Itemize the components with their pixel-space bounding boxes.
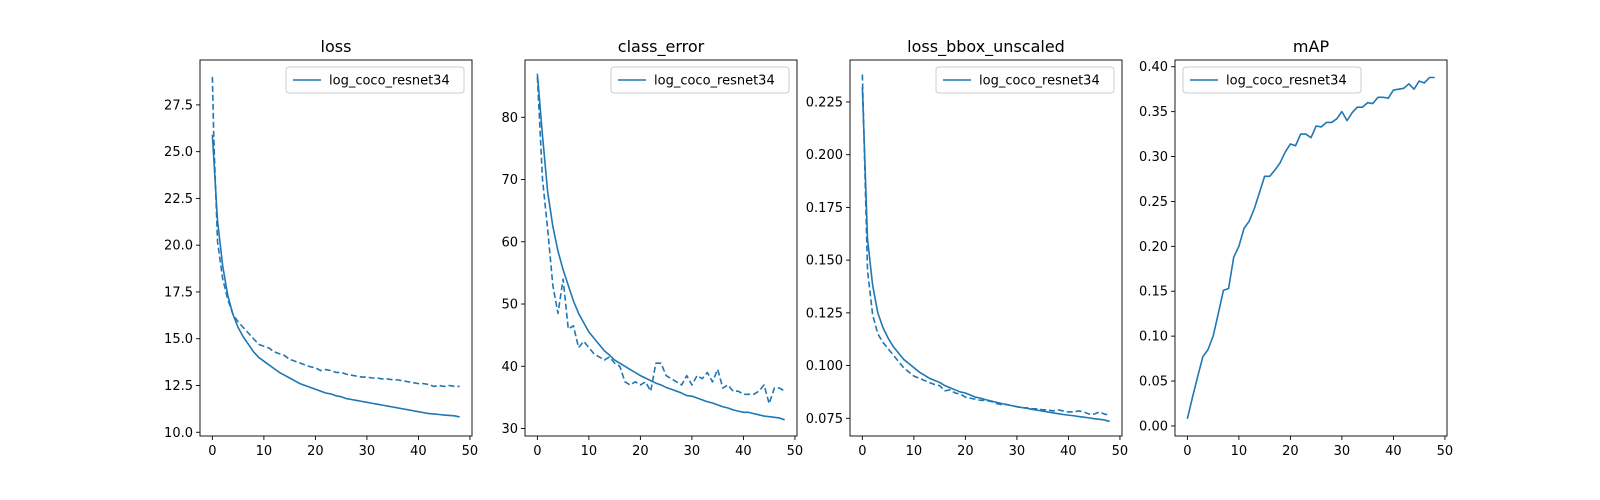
x-tick-label: 30 <box>684 444 701 459</box>
x-tick-label: 20 <box>307 444 324 459</box>
legend: log_coco_resnet34 <box>935 66 1115 94</box>
y-tick-label: 60 <box>501 235 518 250</box>
subplot-class-error: class_error 0 10 20 30 40 50 30 40 50 60 70 80 log_c… <box>501 37 803 459</box>
x-tick-label: 30 <box>359 444 376 459</box>
series-group <box>536 73 786 421</box>
y-tick-label: 10.0 <box>164 426 193 441</box>
y-tick-label: 40 <box>501 360 518 375</box>
legend: log_coco_resnet34 <box>1182 66 1362 94</box>
series-group <box>211 76 460 418</box>
subplot-map: mAP 0 10 20 30 40 500.000.050.100.150.200.250… <box>1139 37 1453 459</box>
subplot-title: mAP <box>1293 37 1330 56</box>
legend-box <box>935 66 1115 94</box>
x-tick-label: 0 <box>858 444 866 459</box>
axes-frame <box>199 59 473 437</box>
y-tick-label: 0.25 <box>1139 195 1168 210</box>
y-tick-label: 50 <box>501 298 518 313</box>
plot-area-loss-bbox-unscaled: 0 10 20 30 40 50 0.075 0.100 0.125 0.150 0.175 0.20… <box>806 59 1129 459</box>
series-line <box>861 87 1110 423</box>
x-tick-label: 20 <box>957 444 974 459</box>
y-tick-label: 0.100 <box>806 359 843 374</box>
series-group <box>861 74 1110 423</box>
x-tick-label: 20 <box>632 444 649 459</box>
y-tick-label: 20.0 <box>164 239 193 254</box>
y-tick-label: 0.10 <box>1139 330 1168 345</box>
legend-box <box>285 66 465 94</box>
y-tick-label: 0.05 <box>1139 375 1168 390</box>
y-tick-label: 22.5 <box>164 192 193 207</box>
y-tick-label: 0.175 <box>806 201 843 216</box>
y-tick-label: 80 <box>501 111 518 126</box>
y-tick-label: 0.075 <box>806 412 843 427</box>
subplot-loss: loss 0 10 20 30 40 50 10.0 12.5 15.0 17.5 20.0 22.5… <box>164 37 478 459</box>
x-tick-label: 10 <box>581 444 598 459</box>
x-tick-label: 50 <box>787 444 804 459</box>
x-tick-label: 10 <box>906 444 923 459</box>
series-line <box>211 134 460 418</box>
x-tick-label: 0 <box>208 444 216 459</box>
x-tick-label: 0 <box>1183 444 1191 459</box>
axes-frame <box>849 59 1123 437</box>
x-tick-label: 40 <box>1060 444 1077 459</box>
legend: log_coco_resnet34 <box>285 66 465 94</box>
series-line <box>1186 76 1435 419</box>
series-line-dashed <box>536 76 786 405</box>
x-tick-label: 40 <box>735 444 752 459</box>
y-tick-label: 30 <box>501 422 518 437</box>
y-tick-label: 0.35 <box>1139 105 1168 120</box>
series-group <box>1186 76 1435 419</box>
x-tick-label: 50 <box>1112 444 1129 459</box>
y-tick-label: 27.5 <box>164 98 193 113</box>
series-line-dashed <box>861 74 1110 416</box>
legend-label: log_coco_resnet34 <box>654 74 775 89</box>
y-tick-label: 0.15 <box>1139 285 1168 300</box>
legend-label: log_coco_resnet34 <box>329 74 450 89</box>
axes-frame <box>1174 59 1448 437</box>
y-tick-label: 0.00 <box>1139 419 1168 434</box>
y-tick-label: 0.20 <box>1139 240 1168 255</box>
x-tick-label: 50 <box>1437 444 1454 459</box>
x-tick-label: 50 <box>462 444 479 459</box>
x-tick-label: 40 <box>1385 444 1402 459</box>
x-tick-label: 10 <box>1231 444 1248 459</box>
x-tick-label: 30 <box>1334 444 1351 459</box>
subplot-title: class_error <box>618 37 705 57</box>
x-tick-label: 40 <box>410 444 427 459</box>
legend-box <box>1182 66 1362 94</box>
series-line-dashed <box>211 76 460 388</box>
subplot-title: loss_bbox_unscaled <box>907 37 1065 57</box>
y-tick-label: 0.200 <box>806 148 843 163</box>
legend-label: log_coco_resnet34 <box>979 74 1100 89</box>
x-tick-label: 30 <box>1009 444 1026 459</box>
plot-area-loss: 0 10 20 30 40 50 10.0 12.5 15.0 17.5 20.0 22.5 25.0 2… <box>164 59 479 459</box>
y-tick-label: 0.125 <box>806 306 843 321</box>
axes-frame <box>524 59 798 437</box>
y-tick-label: 0.150 <box>806 254 843 269</box>
y-tick-label: 17.5 <box>164 285 193 300</box>
y-tick-label: 25.0 <box>164 145 193 160</box>
y-tick-label: 0.30 <box>1139 150 1168 165</box>
series-line <box>536 73 785 421</box>
y-tick-label: 15.0 <box>164 332 193 347</box>
x-tick-label: 0 <box>533 444 541 459</box>
plot-area-class-error: 0 10 20 30 40 50 30 40 50 60 70 80 log_coco_resnet34 <box>501 59 804 459</box>
subplot-title: loss <box>321 37 352 56</box>
x-tick-label: 20 <box>1282 444 1299 459</box>
y-tick-label: 0.225 <box>806 95 843 110</box>
legend-label: log_coco_resnet34 <box>1226 74 1347 89</box>
legend: log_coco_resnet34 <box>610 66 790 94</box>
legend-box <box>610 66 790 94</box>
x-tick-label: 10 <box>256 444 273 459</box>
y-tick-label: 70 <box>501 173 518 188</box>
subplot-loss-bbox-unscaled: loss_bbox_unscaled 0 10 20 30 40 50 0.075 0.100… <box>806 37 1128 459</box>
y-tick-label: 12.5 <box>164 379 193 394</box>
y-tick-label: 0.40 <box>1139 60 1168 75</box>
plot-area-map: 0 10 20 30 40 50 0.00 0.05 0.10 0.15 0.20 0.25 0.30 0… <box>1139 59 1454 459</box>
